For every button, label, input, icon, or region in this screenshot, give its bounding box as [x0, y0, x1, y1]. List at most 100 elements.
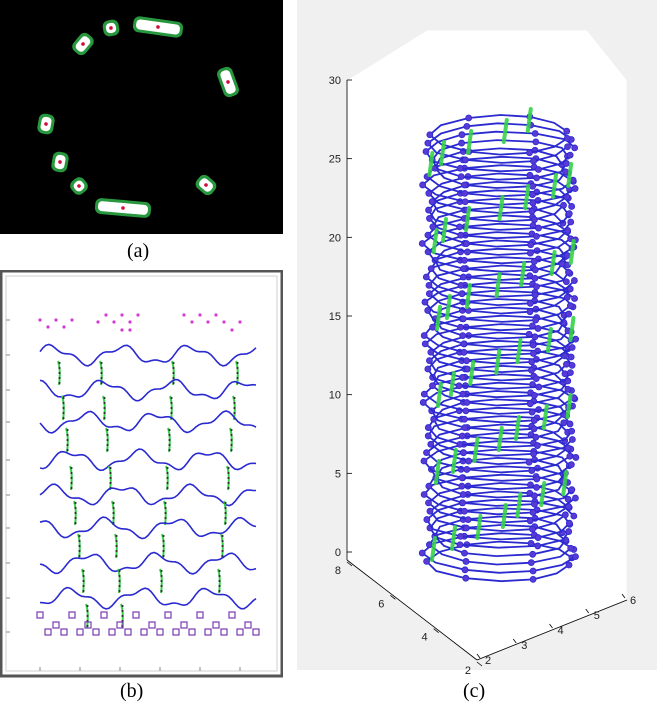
- helix-point: [461, 415, 468, 423]
- connector-dot: [62, 396, 65, 400]
- x-tick-label: 5: [594, 610, 600, 622]
- helix-point: [570, 512, 578, 520]
- helix-point: [459, 374, 466, 381]
- helix-point: [458, 432, 466, 440]
- green-track-segment: [523, 184, 531, 210]
- green-track-segment: [515, 338, 523, 364]
- connector-dot: [218, 579, 221, 583]
- green-track-segment: [466, 129, 474, 155]
- connector-dot: [100, 371, 103, 375]
- green-track-segment: [545, 327, 553, 353]
- segment-center-dot: [156, 25, 160, 29]
- x-axis-line: [476, 599, 628, 661]
- ring-segment: [37, 113, 55, 135]
- top-marker: [46, 325, 50, 329]
- helix-point: [526, 299, 534, 307]
- helix-point: [530, 216, 538, 224]
- helix-point: [459, 315, 467, 323]
- bottom-marker: [228, 611, 236, 619]
- helix-point: [531, 266, 539, 274]
- connector-dot: [236, 376, 239, 380]
- connector-dot: [103, 416, 106, 420]
- helix-point: [429, 382, 436, 390]
- connector-dot: [164, 516, 167, 520]
- connector-dot: [236, 371, 239, 375]
- connector-dot: [112, 516, 115, 520]
- connector-dot: [170, 411, 173, 415]
- helix-point: [563, 293, 571, 301]
- connector-dot: [227, 471, 230, 475]
- green-track-segment: [441, 217, 449, 243]
- z-tick-label: 0: [335, 547, 341, 559]
- helix-point: [532, 375, 540, 383]
- top-marker: [190, 320, 194, 324]
- x-tick-label: 2: [485, 655, 491, 667]
- helix-point: [458, 482, 466, 490]
- helix-point: [458, 290, 466, 298]
- helix-point: [459, 499, 467, 507]
- green-track-segment: [514, 415, 522, 441]
- connector-dot: [160, 589, 163, 593]
- bottom-marker: [68, 611, 76, 619]
- helix-point: [533, 233, 540, 240]
- connector-dot: [58, 371, 61, 375]
- connector-dot: [70, 481, 73, 485]
- connector-dot: [221, 534, 224, 538]
- connector-dot: [170, 401, 173, 405]
- helix-point: [463, 240, 470, 247]
- top-marker: [128, 328, 132, 332]
- green-track-segment: [450, 448, 458, 474]
- helix-point: [572, 335, 580, 343]
- y-axis-line: [346, 559, 478, 661]
- helix-point: [567, 353, 575, 361]
- green-track-segment: [539, 481, 547, 507]
- connector-dot: [58, 381, 61, 385]
- caption-b: (b): [120, 680, 144, 702]
- connector-dot: [166, 466, 169, 470]
- helix-point: [461, 507, 468, 515]
- helix-point: [457, 173, 465, 181]
- connector-dot: [106, 443, 109, 447]
- connector-dot: [82, 569, 85, 573]
- helix-point: [535, 166, 542, 173]
- connector-dot: [233, 396, 236, 400]
- axes-box: [346, 29, 628, 661]
- top-marker: [104, 313, 108, 317]
- connector-dot: [78, 539, 81, 543]
- track-row: [39, 483, 256, 507]
- track-row: [39, 551, 257, 575]
- green-track-segment: [439, 140, 447, 166]
- green-track-segment: [565, 393, 573, 419]
- helix-point: [567, 369, 574, 376]
- helix-point: [530, 157, 537, 165]
- helix-point: [529, 525, 536, 533]
- helix-point: [462, 558, 470, 565]
- helix-point: [566, 452, 574, 460]
- connector-dot: [86, 624, 89, 628]
- connector-dot: [233, 406, 236, 410]
- bottom-marker: [92, 628, 100, 636]
- helix-point: [530, 492, 538, 500]
- connector-dot: [82, 574, 85, 578]
- helix-point: [462, 407, 470, 415]
- connector-dot: [70, 476, 73, 480]
- connector-dot: [162, 534, 165, 538]
- helix-point: [528, 358, 536, 366]
- connector-dot: [233, 401, 236, 405]
- helix-point: [532, 433, 540, 441]
- helix-point: [529, 341, 537, 349]
- connector-dot: [106, 428, 109, 432]
- connector-dot: [230, 428, 233, 432]
- connector-dot: [74, 511, 77, 515]
- connector-dot: [224, 521, 227, 525]
- helix-point: [566, 285, 574, 293]
- top-marker: [120, 313, 124, 317]
- helix-point: [426, 215, 433, 222]
- helix-point: [464, 516, 472, 524]
- green-track-segment: [464, 283, 472, 309]
- helix-point: [462, 524, 470, 532]
- bottom-marker: [212, 621, 220, 629]
- top-marker: [198, 313, 202, 317]
- green-track-segment: [430, 536, 437, 562]
- green-track-segment: [427, 151, 435, 177]
